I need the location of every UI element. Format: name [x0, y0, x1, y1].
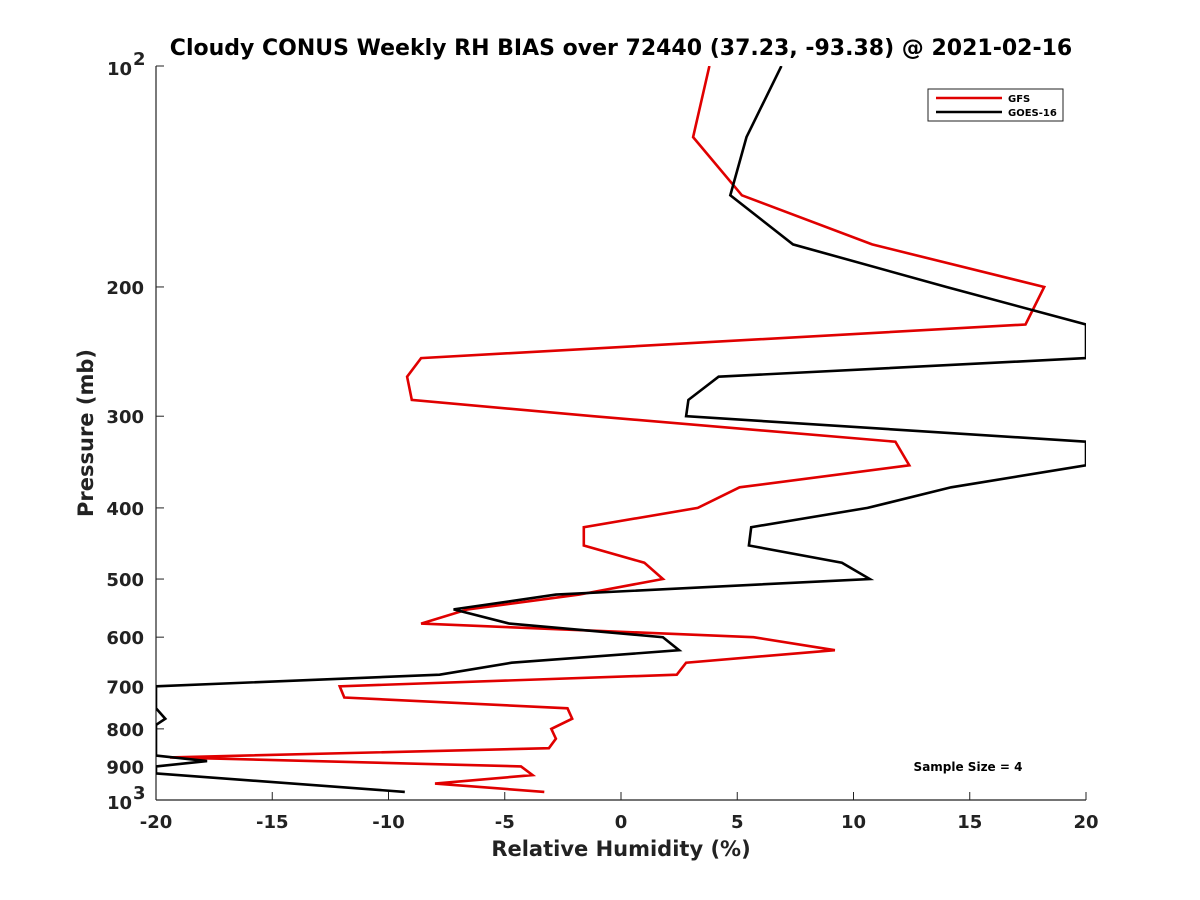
legend-label: GOES-16	[1008, 108, 1057, 119]
y_bottom_label-exponent: 3	[133, 783, 146, 804]
x-tick-label: -20	[140, 812, 173, 833]
y-tick-label: 200	[106, 278, 144, 299]
x-tick-label: -10	[372, 812, 405, 833]
x-tick-label: 5	[731, 812, 744, 833]
y-tick-label: 900	[106, 757, 144, 778]
legend-label: GFS	[1008, 94, 1030, 105]
axes: -20 -15 -10 -5 0 5 10 15 20 200 300 400 500 600 700 800…	[106, 49, 1098, 833]
x-tick-label: -5	[495, 812, 515, 833]
x-tick-label: 20	[1073, 812, 1098, 833]
y-axis-label: Pressure (mb)	[74, 349, 98, 517]
y-tick-label: 600	[106, 628, 144, 649]
series-layer	[156, 66, 1086, 794]
y-tick-label: 700	[106, 677, 144, 698]
x-axis-label: Relative Humidity (%)	[491, 837, 750, 861]
y-tick-label: 800	[106, 720, 144, 741]
y_top_label-base: 10	[107, 59, 132, 80]
chart-title: Cloudy CONUS Weekly RH BIAS over 72440 (…	[170, 36, 1072, 61]
y-tick-label: 500	[106, 570, 144, 591]
x-tick-label: 10	[841, 812, 866, 833]
y_bottom_label-base: 10	[107, 793, 132, 814]
sample-size-annotation: Sample Size = 4	[914, 760, 1023, 774]
series-line-goes-16	[156, 66, 1086, 794]
y_top_label-exponent: 2	[133, 49, 146, 70]
y-tick-label: 300	[106, 407, 144, 428]
legend: GFS GOES-16	[927, 88, 1064, 122]
x-tick-label: -15	[256, 812, 289, 833]
legend-box	[927, 88, 1064, 122]
y-tick-label: 400	[106, 499, 144, 520]
x-tick-label: 0	[615, 812, 628, 833]
x-tick-label: 15	[957, 812, 982, 833]
